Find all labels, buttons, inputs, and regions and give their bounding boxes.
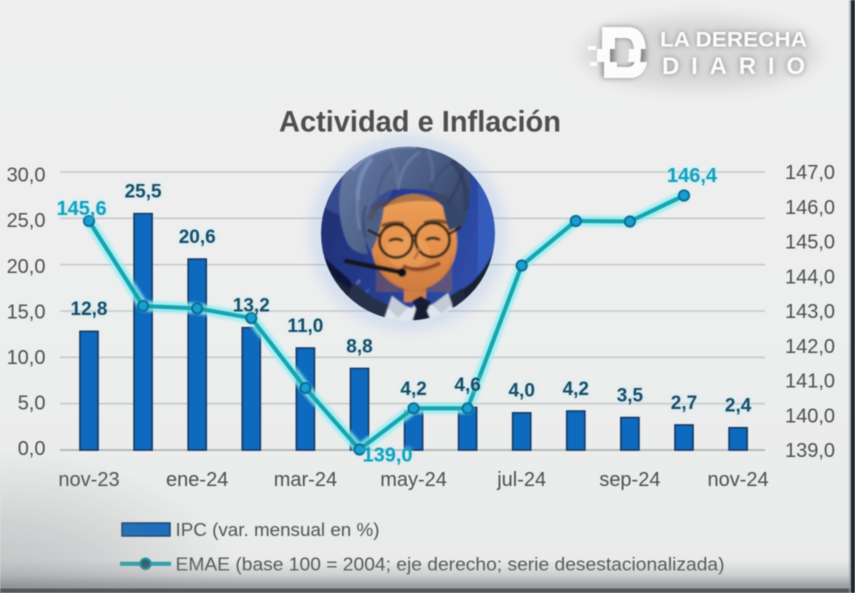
svg-text:sep-24: sep-24 [599, 469, 660, 491]
svg-text:139,0: 139,0 [362, 445, 412, 467]
svg-text:4,0: 4,0 [508, 381, 534, 402]
svg-text:144,0: 144,0 [785, 266, 835, 288]
svg-text:139,0: 139,0 [362, 445, 412, 467]
svg-text:146,0: 146,0 [785, 197, 835, 219]
svg-text:20,6: 20,6 [179, 227, 216, 248]
svg-text:13,2: 13,2 [233, 296, 270, 317]
svg-text:145,6: 145,6 [57, 198, 107, 220]
svg-text:11,0: 11,0 [287, 316, 323, 337]
svg-text:mar-24: mar-24 [274, 469, 337, 491]
svg-text:143,0: 143,0 [785, 301, 835, 323]
svg-text:13,2: 13,2 [233, 296, 270, 317]
svg-text:15,0: 15,0 [7, 302, 46, 324]
svg-text:139,0: 139,0 [785, 440, 835, 462]
svg-text:145,0: 145,0 [785, 232, 835, 254]
svg-text:8,8: 8,8 [346, 336, 372, 357]
svg-text:may-24: may-24 [380, 469, 447, 491]
svg-text:140,0: 140,0 [785, 405, 835, 427]
svg-text:3,5: 3,5 [617, 385, 644, 406]
svg-text:25,0: 25,0 [7, 210, 46, 232]
svg-text:3,5: 3,5 [617, 385, 644, 406]
svg-text:20,6: 20,6 [179, 227, 216, 248]
svg-text:Actividad e Inflación: Actividad e Inflación [279, 106, 561, 139]
svg-text:4,6: 4,6 [454, 375, 480, 396]
svg-text:jul-24: jul-24 [496, 469, 546, 491]
svg-text:4,2: 4,2 [563, 379, 589, 400]
svg-text:nov-24: nov-24 [708, 469, 769, 491]
svg-text:4,6: 4,6 [454, 375, 480, 396]
svg-text:2,7: 2,7 [671, 393, 697, 414]
svg-text:4,2: 4,2 [400, 379, 426, 400]
svg-text:146,4: 146,4 [667, 165, 718, 187]
svg-text:146,4: 146,4 [667, 165, 718, 187]
svg-text:2,4: 2,4 [725, 396, 752, 417]
svg-text:147,0: 147,0 [785, 162, 835, 184]
svg-text:141,0: 141,0 [785, 371, 835, 393]
svg-text:LA DERECHA: LA DERECHA [660, 29, 807, 52]
svg-text:4,0: 4,0 [508, 381, 534, 402]
svg-text:12,8: 12,8 [71, 299, 108, 320]
svg-text:145,6: 145,6 [57, 198, 107, 220]
svg-text:11,0: 11,0 [287, 316, 323, 337]
svg-text:25,5: 25,5 [125, 182, 162, 203]
svg-text:12,8: 12,8 [71, 299, 108, 320]
svg-text:4,2: 4,2 [400, 379, 426, 400]
svg-text:2,4: 2,4 [725, 396, 752, 417]
svg-text:8,8: 8,8 [346, 336, 372, 357]
svg-text:4,2: 4,2 [563, 379, 589, 400]
svg-text:5,0: 5,0 [18, 393, 46, 415]
svg-text:25,5: 25,5 [125, 182, 162, 203]
svg-text:LA DERECHA: LA DERECHA [660, 29, 807, 52]
svg-text:10,0: 10,0 [7, 347, 46, 369]
svg-text:30,0: 30,0 [7, 164, 46, 186]
svg-text:20,0: 20,0 [7, 256, 46, 278]
svg-text:142,0: 142,0 [785, 336, 835, 358]
svg-text:2,7: 2,7 [671, 393, 697, 414]
